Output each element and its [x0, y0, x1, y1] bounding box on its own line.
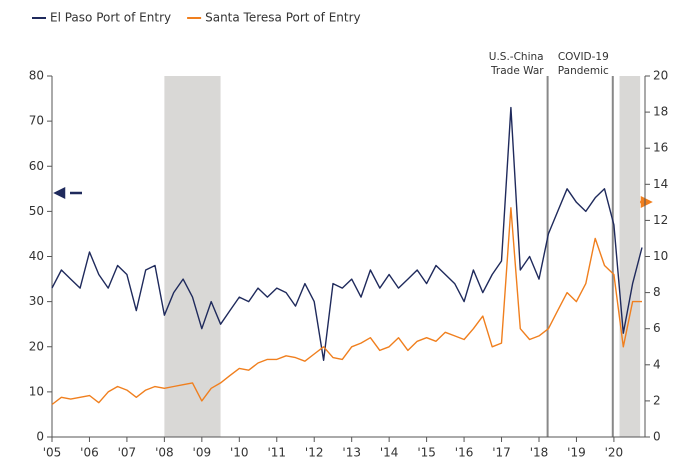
- y-tick-label: 80: [29, 69, 44, 83]
- series-line: [51, 106, 643, 361]
- left-axis-arrow: [53, 186, 82, 200]
- event-label: COVID-19: [558, 51, 609, 63]
- y-tick-label: 20: [29, 339, 44, 353]
- y2-tick-label: 18: [653, 105, 668, 119]
- x-tick-label: '19: [567, 446, 586, 460]
- y2-tick-label: 10: [653, 249, 668, 263]
- y-tick-label: 60: [29, 159, 44, 173]
- y2-tick-label: 6: [653, 321, 661, 335]
- y-tick-label: 10: [29, 384, 44, 398]
- x-tick-label: '13: [342, 446, 361, 460]
- x-tick-label: '15: [417, 446, 436, 460]
- x-tick-label: '07: [118, 446, 137, 460]
- series-line: [51, 207, 642, 406]
- y-tick-label: 30: [29, 294, 44, 308]
- x-tick-label: '11: [267, 446, 286, 460]
- x-tick-label: '16: [455, 446, 474, 460]
- x-tick-label: '14: [380, 446, 399, 460]
- y-tick-label: 50: [29, 204, 44, 218]
- event-label: Trade War: [490, 65, 544, 77]
- legend-label: El Paso Port of Entry: [50, 11, 171, 25]
- x-tick-label: '08: [155, 446, 174, 460]
- y-tick-label: 70: [29, 114, 44, 128]
- x-tick-label: '06: [80, 446, 99, 460]
- x-tick-label: '09: [193, 446, 212, 460]
- y2-tick-label: 14: [653, 177, 668, 191]
- y2-tick-label: 16: [653, 141, 668, 155]
- x-tick-label: '10: [230, 446, 249, 460]
- x-tick-label: '05: [43, 446, 62, 460]
- event-label: U.S.-China: [489, 51, 544, 63]
- x-tick-label: '20: [605, 446, 624, 460]
- y2-tick-label: 0: [653, 430, 661, 444]
- recession-band: [619, 76, 641, 437]
- x-tick-label: '17: [492, 446, 511, 460]
- event-label: Pandemic: [558, 65, 609, 77]
- y2-tick-label: 12: [653, 213, 668, 227]
- y2-tick-label: 2: [653, 393, 661, 407]
- legend-label: Santa Teresa Port of Entry: [205, 11, 361, 25]
- y2-tick-label: 4: [653, 357, 661, 371]
- x-tick-label: '12: [305, 446, 324, 460]
- x-tick-label: '18: [530, 446, 549, 460]
- y-tick-label: 0: [36, 430, 44, 444]
- y2-tick-label: 20: [653, 69, 668, 83]
- y2-tick-label: 8: [653, 285, 661, 299]
- recession-band: [164, 76, 221, 437]
- y-tick-label: 40: [29, 249, 44, 263]
